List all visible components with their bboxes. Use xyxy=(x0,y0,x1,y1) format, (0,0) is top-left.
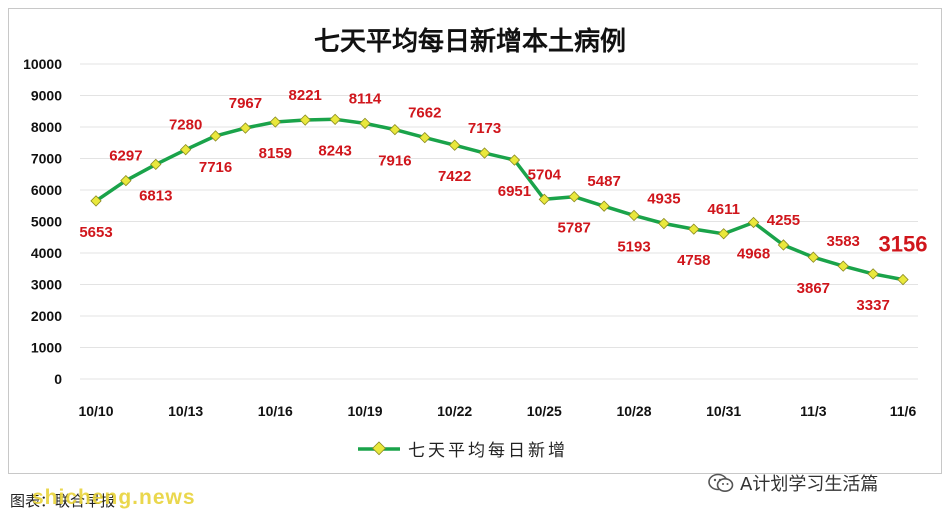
x-axis-ticks: 10/10 10/13 10/16 10/19 10/22 10/25 10/28 10/31… xyxy=(78,403,916,419)
data-label: 5487 xyxy=(587,173,620,190)
x-tick-label: 10/19 xyxy=(347,403,382,419)
data-point xyxy=(538,193,550,205)
y-tick-label: 6000 xyxy=(31,182,62,198)
legend: 七天平均每日新增 xyxy=(358,441,568,461)
data-label: 3337 xyxy=(856,297,889,314)
data-point xyxy=(209,130,222,142)
data-label: 8159 xyxy=(259,145,292,162)
data-label: 7280 xyxy=(169,117,202,134)
data-label: 3583 xyxy=(827,233,860,250)
data-label: 8114 xyxy=(349,90,382,107)
gridlines xyxy=(80,63,918,380)
data-point xyxy=(688,223,700,235)
data-point xyxy=(837,260,849,272)
x-tick-label: 10/13 xyxy=(168,403,203,419)
data-label: 6297 xyxy=(109,148,142,165)
data-point xyxy=(150,158,162,171)
data-point xyxy=(568,191,580,203)
data-label: 5653 xyxy=(79,224,112,241)
data-label: 7173 xyxy=(468,120,501,137)
data-point xyxy=(120,174,132,187)
x-tick-label: 11/3 xyxy=(800,403,827,419)
x-tick-label: 10/16 xyxy=(258,403,293,419)
data-point xyxy=(598,200,610,212)
x-tick-label: 10/28 xyxy=(616,403,651,419)
y-tick-label: 3000 xyxy=(31,277,62,293)
x-tick-label: 10/22 xyxy=(437,403,472,419)
series-line xyxy=(95,117,904,282)
legend-marker xyxy=(372,441,386,456)
data-label: 3867 xyxy=(797,280,830,297)
data-label: 8221 xyxy=(289,87,322,104)
y-tick-label: 5000 xyxy=(31,214,62,230)
data-point xyxy=(389,123,401,136)
wechat-icon xyxy=(708,473,734,493)
data-label: 5193 xyxy=(617,238,650,255)
data-label: 4611 xyxy=(707,201,740,218)
legend-label: 七天平均每日新增 xyxy=(408,441,568,461)
data-label: 6813 xyxy=(139,187,172,204)
data-point xyxy=(508,154,521,166)
watermark: shicheng.news xyxy=(32,486,196,509)
data-points xyxy=(90,113,909,286)
brand-label: A计划学习生活篇 xyxy=(740,474,879,495)
data-label: 7422 xyxy=(438,168,471,185)
data-label: 3156 xyxy=(879,232,928,257)
y-tick-label: 8000 xyxy=(31,119,62,135)
data-label: 4758 xyxy=(677,252,710,269)
data-label: 4255 xyxy=(767,212,800,229)
data-label: 6951 xyxy=(498,183,531,200)
data-labels: 5653 6297 6813 7280 7716 7967 8159 8221 8243 8114… xyxy=(79,87,927,314)
y-tick-label: 9000 xyxy=(31,88,62,104)
source-caption: 图表：联合早报 xyxy=(10,492,116,510)
data-point xyxy=(239,122,252,134)
data-point xyxy=(628,209,640,222)
data-label: 4935 xyxy=(647,191,680,208)
data-point xyxy=(269,116,281,128)
data-label: 7967 xyxy=(229,95,262,112)
data-point xyxy=(867,268,879,280)
data-label: 7662 xyxy=(408,105,441,122)
data-point xyxy=(90,195,102,207)
data-point xyxy=(807,251,819,263)
data-label: 5704 xyxy=(528,166,562,183)
data-point xyxy=(658,217,670,230)
data-label: 4968 xyxy=(737,246,770,263)
data-point xyxy=(478,147,491,159)
y-axis-ticks: 0 1000 2000 3000 4000 5000 6000 7000 8000 9000 100… xyxy=(23,56,62,387)
x-tick-label: 10/25 xyxy=(527,403,562,419)
chart-frame xyxy=(8,8,942,474)
y-tick-label: 10000 xyxy=(23,56,62,72)
data-point xyxy=(897,273,909,286)
y-tick-label: 7000 xyxy=(31,151,62,167)
data-point xyxy=(777,239,790,251)
data-point xyxy=(718,228,730,240)
chart-title: 七天平均每日新增本土病例 xyxy=(314,26,626,57)
data-label: 8243 xyxy=(318,142,351,159)
data-point xyxy=(299,114,311,126)
data-point xyxy=(329,113,341,126)
y-tick-label: 1000 xyxy=(31,340,62,356)
y-tick-label: 2000 xyxy=(31,308,62,324)
data-point xyxy=(180,144,192,156)
x-tick-label: 10/31 xyxy=(706,403,741,419)
data-label: 5787 xyxy=(558,220,591,237)
data-point xyxy=(747,216,760,229)
data-label: 7916 xyxy=(378,153,411,170)
y-tick-label: 4000 xyxy=(31,245,62,261)
y-tick-label: 0 xyxy=(54,371,62,387)
data-label: 7716 xyxy=(199,159,232,176)
data-point xyxy=(449,139,461,151)
x-tick-label: 10/10 xyxy=(78,403,113,419)
data-point xyxy=(419,131,431,144)
x-tick-label: 11/6 xyxy=(890,403,917,419)
brand-tag: A计划学习生活篇 xyxy=(708,470,878,496)
data-point xyxy=(359,117,371,130)
